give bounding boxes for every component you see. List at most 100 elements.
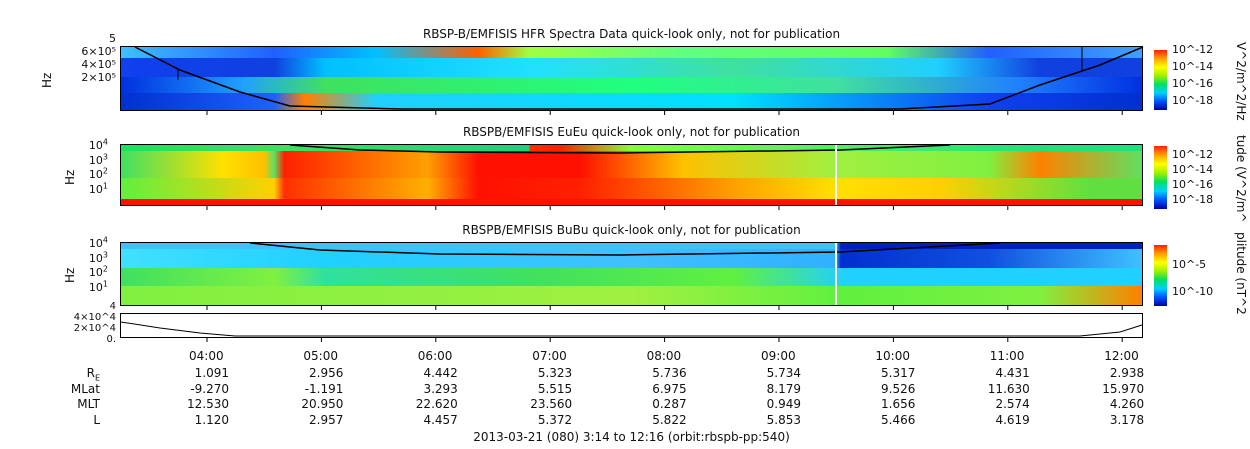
ephemeris-value: 5.323: [537, 366, 573, 380]
bubu-colorbar: [1154, 245, 1167, 306]
ephemeris-value: 1.656: [881, 397, 916, 411]
ephemeris-value: 12.530: [187, 397, 229, 411]
eueu-colorbar-tick: 10^-18: [1172, 193, 1214, 206]
spectrogram-band: [121, 267, 1142, 287]
ephemeris-value: 4.260: [1109, 397, 1145, 411]
ephemeris-value: 5.372: [537, 412, 573, 427]
spectrogram-band: [121, 199, 1142, 205]
ephemeris-value: -9.270: [190, 381, 229, 396]
ephemeris-value: 5.822: [652, 412, 687, 427]
ephemeris-value: 23.560: [530, 397, 573, 411]
log-ytick: 102: [88, 166, 108, 181]
hfr-cutoff-curve: [134, 46, 1144, 110]
hfr-ytick: 6×10⁵: [81, 45, 116, 58]
time-tick-label: 12:00: [1104, 349, 1139, 363]
ephemeris-label-text: L: [93, 412, 100, 427]
spectrogram-band: [121, 249, 1142, 268]
ephemeris-value: 5.853: [766, 412, 801, 427]
ephemeris-value: 11.630: [987, 381, 1030, 396]
spectrogram-band: [121, 92, 1142, 110]
time-tick-label: 09:00: [761, 349, 796, 363]
ephemeris-value: 20.950: [301, 397, 344, 411]
hfr-colorbar-tick: 10^-16: [1172, 77, 1214, 90]
ephemeris-value: 5.515: [537, 381, 573, 396]
ephemeris-value: 15.970: [1102, 381, 1145, 396]
eueu-colorbar-tick: 10^-14: [1172, 163, 1214, 176]
line-ytick: 2×10^4: [73, 323, 116, 334]
eueu-title: RBSPB/EMFISIS EuEu quick-look only, not …: [462, 125, 801, 139]
hfr-colorbar-tick: 10^-12: [1172, 43, 1214, 56]
ephemeris-value: 1.120: [194, 412, 229, 427]
ephemeris-label: RE: [40, 366, 100, 382]
ephemeris-value: 5.317: [881, 366, 916, 380]
ephemeris-value: 2.574: [995, 397, 1030, 411]
eueu-colorbar-tick: 10^-12: [1172, 148, 1214, 161]
ephemeris-value: 9.526: [881, 381, 916, 396]
eueu-spectrogram: [120, 144, 1143, 206]
ephemeris-value: 4.457: [423, 412, 458, 427]
hfr-colorbar-tick: 10^-14: [1172, 60, 1214, 73]
ephemeris-label-text: MLT: [77, 397, 100, 411]
eueu-colorbar: [1154, 146, 1167, 209]
spectrogram-band: [121, 286, 1142, 305]
ephemeris-label: MLT: [40, 397, 100, 411]
hfr-ytick: 2×10⁵: [81, 71, 116, 84]
ephemeris-value: 2.957: [309, 412, 344, 427]
ephemeris-value: 3.293: [423, 381, 458, 396]
bubu-colorbar-tick: 10^-10: [1172, 285, 1214, 298]
ephemeris-label-sub: E: [94, 373, 100, 383]
ephemeris-value: 5.736: [652, 366, 687, 380]
ephemeris-value: 4.431: [995, 366, 1030, 380]
ephemeris-value: 0.949: [766, 397, 801, 411]
ephemeris-value: 4.619: [995, 412, 1030, 427]
spectrogram-band: [121, 243, 1142, 250]
time-tick-label: 04:00: [189, 349, 224, 363]
hfr-spectrogram: [120, 46, 1143, 111]
hfr-colorbar: [1154, 50, 1167, 110]
line-panel-curve: [120, 321, 1143, 337]
ephemeris-value: 2.956: [309, 366, 344, 380]
log-ytick: 102: [88, 264, 108, 279]
bubu-cutoff-curve: [249, 242, 1001, 256]
ephemeris-value: 5.734: [766, 366, 801, 380]
ephemeris-value: 2.938: [1109, 366, 1145, 380]
bubu-spectrogram: [120, 242, 1143, 306]
log-ytick: 104: [88, 235, 108, 250]
spectrogram-band: [121, 178, 1142, 199]
eueu-colorbar-tick: 10^-16: [1172, 178, 1214, 191]
bubu-colorbar-tick: 10^-5: [1172, 258, 1207, 271]
log-ytick: 103: [88, 249, 108, 265]
hfr-colorbar-tick: 10^-18: [1172, 94, 1214, 107]
log-ytick: 101: [88, 180, 108, 196]
hfr-ytick: 5: [109, 32, 116, 45]
line-panel: [120, 313, 1143, 338]
ephemeris-value: 8.179: [766, 381, 801, 396]
ephemeris-value: 22.620: [415, 397, 458, 411]
ephemeris-value: 0.287: [652, 397, 687, 411]
eueu-cutoff-curve: [289, 144, 951, 154]
ephemeris-label-text: MLat: [70, 381, 100, 396]
ephemeris-label: L: [40, 413, 100, 427]
hfr-ytick: 4×10⁵: [81, 58, 116, 71]
log-ytick: 104: [88, 137, 108, 152]
ephemeris-value: 3.178: [1109, 412, 1145, 427]
time-tick-label: 08:00: [646, 349, 682, 363]
spectrogram-band: [121, 145, 1142, 151]
bubu-title: RBSPB/EMFISIS BuBu quick-look only, not …: [462, 223, 801, 237]
time-tick-label: 10:00: [875, 349, 910, 363]
time-tick-label: 11:00: [989, 349, 1025, 363]
line-ytick: 0.: [106, 334, 116, 345]
spectrogram-band: [121, 58, 1142, 78]
time-tick-label: 07:00: [532, 349, 567, 363]
ephemeris-label-text: R: [86, 366, 95, 380]
ephemeris-value: 1.091: [194, 366, 229, 380]
spectrogram-band: [121, 151, 1142, 178]
ephemeris-value: 5.466: [881, 412, 916, 427]
log-ytick: 101: [88, 278, 108, 294]
ephemeris-value: 6.975: [652, 381, 687, 396]
time-tick-label: 05:00: [303, 349, 338, 363]
time-tick-label: 06:00: [417, 349, 453, 363]
log-ytick: 103: [88, 151, 108, 167]
